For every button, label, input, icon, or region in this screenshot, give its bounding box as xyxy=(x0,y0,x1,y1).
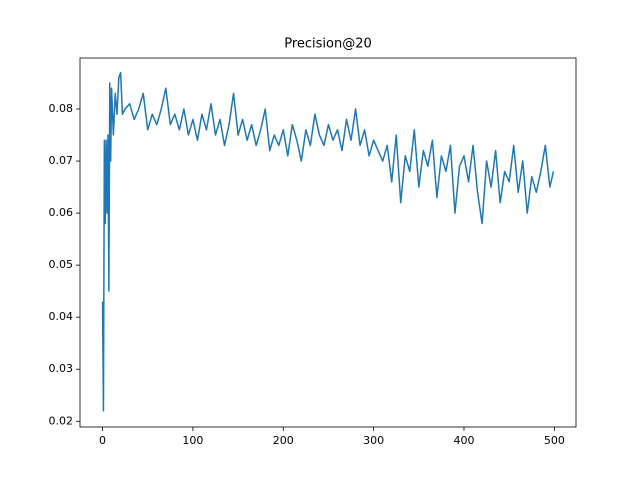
x-tick-label: 400 xyxy=(453,434,474,447)
x-tick-label: 100 xyxy=(182,434,203,447)
y-tick-label: 0.08 xyxy=(49,102,74,115)
y-tick-label: 0.05 xyxy=(49,258,74,271)
y-tick-label: 0.07 xyxy=(49,154,74,167)
x-tick-label: 0 xyxy=(99,434,106,447)
plot-frame xyxy=(79,57,577,428)
y-tick-label: 0.04 xyxy=(49,310,74,323)
y-tick-label: 0.02 xyxy=(49,414,74,427)
chart-title: Precision@20 xyxy=(284,37,372,52)
x-tick-label: 200 xyxy=(273,434,294,447)
data-line xyxy=(101,71,555,412)
y-tick-label: 0.03 xyxy=(49,362,74,375)
x-tick-label: 500 xyxy=(544,434,565,447)
y-tick-label: 0.06 xyxy=(49,206,74,219)
x-tick-label: 300 xyxy=(363,434,384,447)
